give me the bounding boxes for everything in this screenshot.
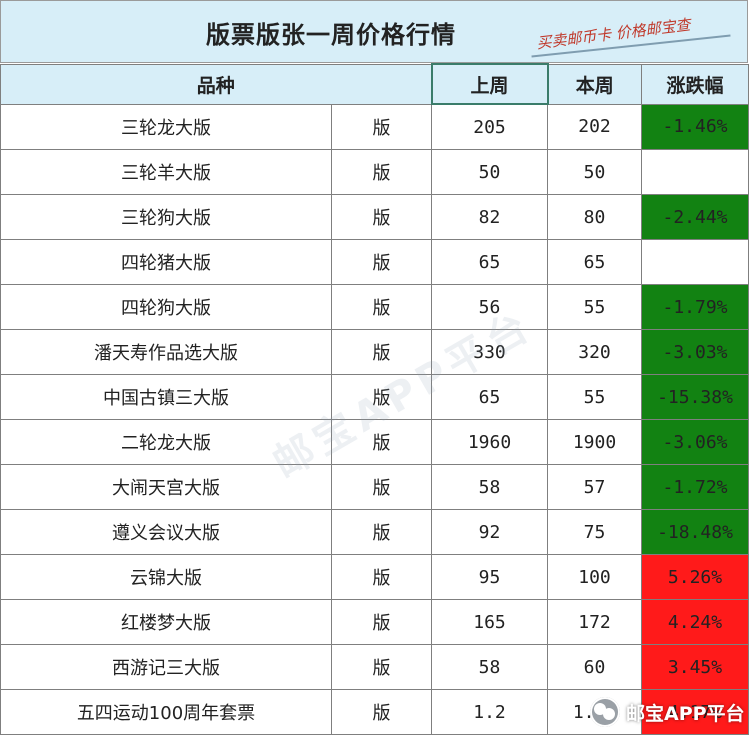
variety-name-cell[interactable]: 中国古镇三大版 — [0, 374, 332, 420]
change-cell[interactable]: 4.24% — [641, 599, 750, 645]
last-week-cell[interactable]: 65 — [431, 239, 549, 285]
type-cell[interactable]: 版 — [330, 284, 433, 330]
variety-name-cell[interactable]: 红楼梦大版 — [0, 599, 332, 645]
table-row: 二轮龙大版版 1960 1900 -3.06% — [0, 419, 750, 465]
table-row: 云锦大版版 95 100 5.26% — [0, 554, 750, 600]
header-this-week: 本周 — [547, 63, 643, 105]
variety-name-cell[interactable]: 四轮狗大版 — [0, 284, 332, 330]
variety-name-cell[interactable]: 大闹天宫大版 — [0, 464, 332, 510]
table-row: 潘天寿作品选大版版 330 320 -3.03% — [0, 329, 750, 375]
title-bar: 版票版张一周价格行情 买卖邮币卡 价格邮宝查 — [0, 0, 748, 63]
badge-text: 邮宝APP平台 — [626, 702, 745, 725]
variety-name-cell[interactable]: 三轮羊大版 — [0, 149, 332, 195]
this-week-cell[interactable]: 65 — [547, 239, 643, 285]
variety-name-cell[interactable]: 四轮猪大版 — [0, 239, 332, 285]
table-row: 三轮狗大版版 82 80 -2.44% — [0, 194, 750, 240]
change-cell[interactable]: -1.46% — [641, 103, 750, 150]
wechat-icon — [590, 697, 620, 727]
last-week-cell[interactable]: 50 — [431, 149, 549, 195]
this-week-cell[interactable]: 1900 — [547, 419, 643, 465]
variety-name-cell[interactable]: 遵义会议大版 — [0, 509, 332, 555]
last-week-cell[interactable]: 92 — [431, 509, 549, 555]
this-week-cell[interactable]: 57 — [547, 464, 643, 510]
change-cell[interactable]: -3.03% — [641, 329, 750, 375]
type-cell[interactable]: 版 — [330, 329, 433, 375]
last-week-cell[interactable]: 205 — [431, 103, 549, 150]
change-cell[interactable]: -18.48% — [641, 509, 750, 555]
type-cell[interactable]: 版 — [330, 554, 433, 600]
variety-name-cell[interactable]: 三轮龙大版 — [0, 103, 332, 150]
change-cell[interactable]: 3.45% — [641, 644, 750, 690]
table-row: 三轮龙大版版 205 202 -1.46% — [0, 103, 750, 150]
table-row: 三轮羊大版版 50 50 — [0, 149, 750, 195]
last-week-cell[interactable]: 165 — [431, 599, 549, 645]
change-cell[interactable] — [641, 239, 750, 285]
this-week-cell[interactable]: 55 — [547, 284, 643, 330]
variety-name-cell[interactable]: 潘天寿作品选大版 — [0, 329, 332, 375]
change-cell[interactable]: 5.26% — [641, 554, 750, 600]
type-cell[interactable]: 版 — [330, 599, 433, 645]
type-cell[interactable]: 版 — [330, 103, 433, 150]
header-last-week[interactable]: 上周 — [430, 63, 549, 105]
this-week-cell[interactable]: 100 — [547, 554, 643, 600]
variety-name-cell[interactable]: 西游记三大版 — [0, 644, 332, 690]
last-week-cell[interactable]: 1960 — [431, 419, 549, 465]
type-cell[interactable]: 版 — [330, 689, 433, 735]
type-cell[interactable]: 版 — [330, 194, 433, 240]
this-week-cell[interactable]: 80 — [547, 194, 643, 240]
change-cell[interactable]: -1.79% — [641, 284, 750, 330]
this-week-cell[interactable]: 50 — [547, 149, 643, 195]
type-cell[interactable]: 版 — [330, 149, 433, 195]
table-row: 中国古镇三大版版 65 55 -15.38% — [0, 374, 750, 420]
change-cell[interactable]: 4.17% — [641, 689, 750, 735]
last-week-cell[interactable]: 95 — [431, 554, 549, 600]
table-row: 大闹天宫大版版 58 57 -1.72% — [0, 464, 750, 510]
change-cell[interactable] — [641, 149, 750, 195]
this-week-cell[interactable]: 202 — [547, 103, 643, 150]
table-row: 遵义会议大版版 92 75 -18.48% — [0, 509, 750, 555]
last-week-cell[interactable]: 82 — [431, 194, 549, 240]
table-row: 四轮猪大版版 65 65 — [0, 239, 750, 285]
type-cell[interactable]: 版 — [330, 374, 433, 420]
last-week-cell[interactable]: 330 — [431, 329, 549, 375]
this-week-cell[interactable]: 75 — [547, 509, 643, 555]
variety-name-cell[interactable]: 三轮狗大版 — [0, 194, 332, 240]
table-row: 西游记三大版版 58 60 3.45% — [0, 644, 750, 690]
change-cell[interactable]: -1.72% — [641, 464, 750, 510]
variety-name-cell[interactable]: 五四运动100周年套票 — [0, 689, 332, 735]
type-cell[interactable]: 版 — [330, 509, 433, 555]
header-variety: 品种 — [0, 63, 433, 105]
variety-name-cell[interactable]: 二轮龙大版 — [0, 419, 332, 465]
type-cell[interactable]: 版 — [330, 419, 433, 465]
change-cell[interactable]: -2.44% — [641, 194, 750, 240]
table-row: 红楼梦大版版 165 172 4.24% — [0, 599, 750, 645]
sheet-title: 版票版张一周价格行情 — [206, 21, 456, 49]
last-week-cell[interactable]: 58 — [431, 644, 549, 690]
variety-name-cell[interactable]: 云锦大版 — [0, 554, 332, 600]
type-cell[interactable]: 版 — [330, 239, 433, 285]
type-cell[interactable]: 版 — [330, 644, 433, 690]
this-week-cell[interactable]: 60 — [547, 644, 643, 690]
this-week-cell[interactable]: 55 — [547, 374, 643, 420]
last-week-cell[interactable]: 58 — [431, 464, 549, 510]
header-row: 品种 上周 本周 涨跌幅 — [0, 63, 750, 105]
this-week-cell[interactable]: 172 — [547, 599, 643, 645]
this-week-cell[interactable]: 320 — [547, 329, 643, 375]
last-week-cell[interactable]: 56 — [431, 284, 549, 330]
header-change: 涨跌幅 — [641, 63, 750, 105]
price-table: 品种 上周 本周 涨跌幅 三轮龙大版版 205 202 -1.46% 三轮羊大版版 50 5… — [0, 63, 750, 735]
change-cell[interactable]: -15.38% — [641, 374, 750, 420]
table-row: 四轮狗大版版 56 55 -1.79% — [0, 284, 750, 330]
change-cell[interactable]: -3.06% — [641, 419, 750, 465]
last-week-cell[interactable]: 1.2 — [431, 689, 549, 735]
last-week-cell[interactable]: 65 — [431, 374, 549, 420]
source-badge: 邮宝APP平台 — [590, 690, 745, 734]
type-cell[interactable]: 版 — [330, 464, 433, 510]
